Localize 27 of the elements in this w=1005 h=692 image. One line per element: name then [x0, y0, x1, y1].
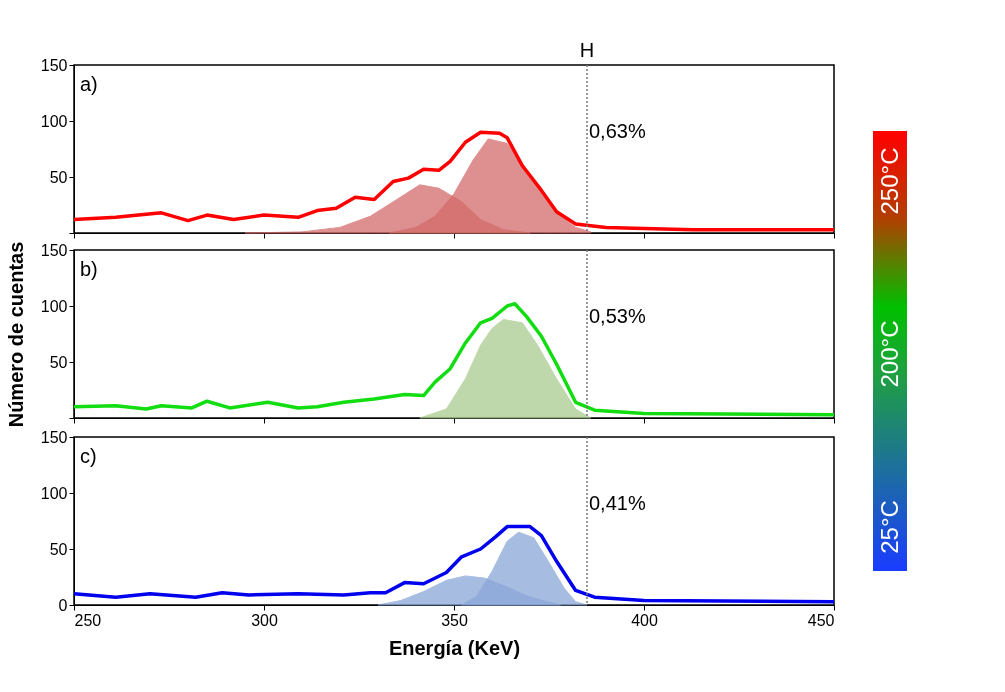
text: 200°C	[876, 320, 903, 388]
x-axis-title: Energía (KeV)	[388, 636, 521, 659]
x-tick-label: 250	[74, 611, 102, 629]
y-tick-label: 50	[49, 353, 68, 371]
annotation: b)	[80, 258, 98, 280]
annotation: a)	[80, 73, 98, 95]
y-tick-label: 0	[58, 596, 68, 614]
y-tick-label: 50	[49, 168, 68, 186]
annotation: 0,53%	[589, 305, 646, 328]
ref-line-label: H	[579, 39, 595, 61]
x-tick-label: 450	[807, 611, 835, 629]
annotation: 0,63%	[589, 120, 646, 143]
y-tick-label: 100	[40, 112, 68, 130]
text: 250°C	[876, 147, 903, 215]
y-axis-title: Número de cuentas	[4, 241, 27, 428]
y-tick-label: 50	[49, 540, 68, 558]
x-tick-label: 300	[251, 611, 278, 629]
y-tick-label: 100	[40, 297, 68, 315]
y-tick-label: 150	[40, 56, 68, 74]
x-tick-label: 400	[631, 611, 658, 629]
annotation: c)	[80, 445, 97, 467]
text: 25°C	[876, 500, 903, 554]
y-tick-label: 150	[40, 241, 68, 259]
y-tick-label: 100	[40, 484, 68, 502]
y-tick-label: 150	[40, 428, 68, 446]
x-tick-label: 350	[441, 611, 468, 629]
annotation: 0,41%	[589, 492, 646, 515]
